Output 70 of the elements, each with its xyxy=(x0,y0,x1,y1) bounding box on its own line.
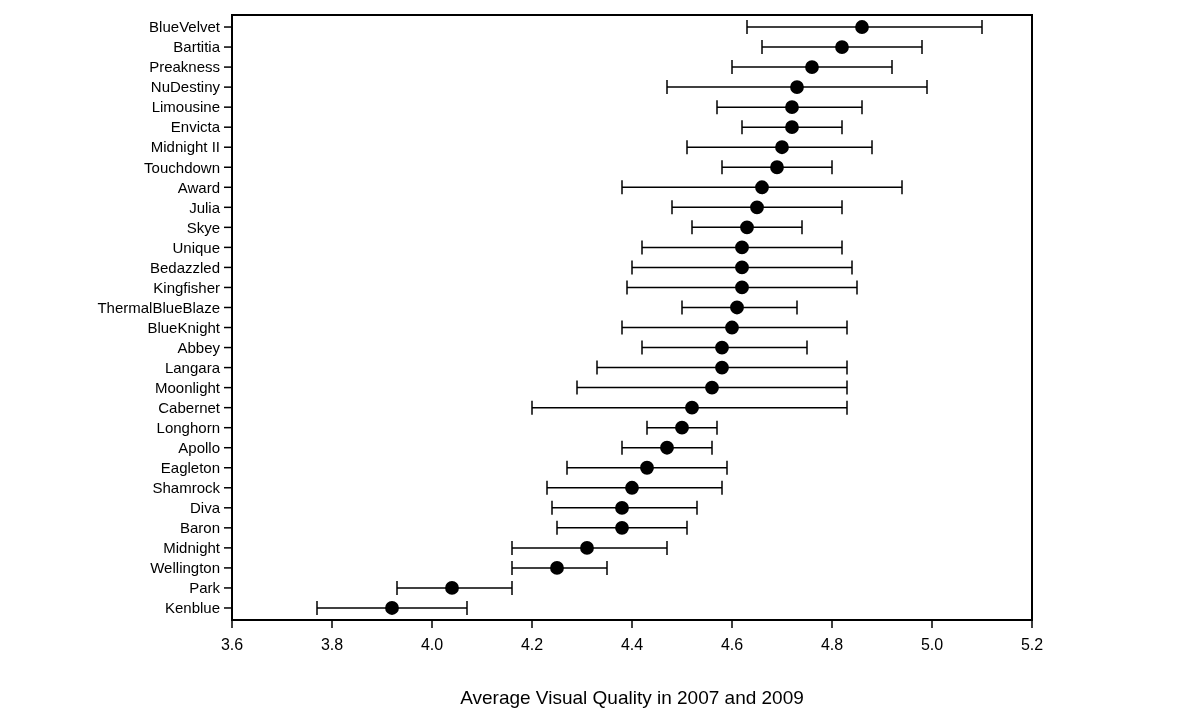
x-tick-label: 4.6 xyxy=(720,636,744,653)
point xyxy=(685,400,699,415)
point xyxy=(640,460,654,475)
y-tick-label: Bedazzled xyxy=(149,258,220,276)
y-tick-label: Apollo xyxy=(178,438,220,456)
y-tick-label: Moonlight xyxy=(154,378,221,396)
x-tick-label: 5.0 xyxy=(920,636,944,653)
y-tick-label: Preakness xyxy=(149,58,220,76)
point xyxy=(835,40,849,54)
y-tick-label: Park xyxy=(189,579,221,597)
point xyxy=(730,300,744,315)
y-tick-label: Diva xyxy=(189,499,221,517)
point xyxy=(750,200,764,215)
y-tick-label: Langara xyxy=(164,358,221,376)
point xyxy=(805,60,819,74)
y-tick-label: Julia xyxy=(189,198,221,216)
point xyxy=(445,581,459,595)
point xyxy=(385,601,399,615)
x-tick-label: 4.4 xyxy=(620,636,644,653)
point xyxy=(740,220,754,235)
point xyxy=(735,280,749,295)
y-tick-label: Kenblue xyxy=(164,599,220,617)
point xyxy=(735,240,749,255)
point xyxy=(755,180,769,195)
y-tick-label: Skye xyxy=(186,218,220,236)
y-tick-label: BlueVelvet xyxy=(149,18,221,36)
point xyxy=(615,520,629,535)
point xyxy=(625,480,639,495)
point xyxy=(790,80,804,95)
y-tick-label: Midnight xyxy=(163,539,221,557)
y-tick-label: Abbey xyxy=(177,338,221,356)
y-tick-label: Bartitia xyxy=(173,38,221,56)
point xyxy=(715,340,729,355)
point xyxy=(660,440,674,455)
x-tick-label: 3.6 xyxy=(220,636,244,653)
point xyxy=(580,540,594,555)
point xyxy=(770,160,784,175)
y-tick-label: Limousine xyxy=(151,98,220,116)
point xyxy=(715,360,729,375)
x-tick-label: 3.8 xyxy=(320,636,344,653)
point xyxy=(705,380,719,395)
y-tick-label: Longhorn xyxy=(156,418,220,436)
x-axis-title: Average Visual Quality in 2007 and 2009 xyxy=(460,687,804,708)
y-tick-label: Shamrock xyxy=(152,479,221,497)
x-tick-label: 4.2 xyxy=(520,636,544,653)
x-tick-label: 4.0 xyxy=(420,636,444,653)
y-tick-label: ThermalBlueBlaze xyxy=(97,298,220,316)
y-tick-label: Wellington xyxy=(150,559,220,577)
point xyxy=(775,140,789,155)
y-tick-label: Baron xyxy=(179,519,220,537)
y-tick-label: BlueKnight xyxy=(147,318,221,336)
y-tick-label: Unique xyxy=(172,238,220,256)
point xyxy=(735,260,749,275)
y-tick-label: Award xyxy=(177,178,220,196)
point xyxy=(725,320,739,335)
point xyxy=(675,420,689,435)
y-tick-label: Eagleton xyxy=(160,459,220,476)
point xyxy=(615,500,629,515)
y-tick-label: Cabernet xyxy=(158,398,221,416)
point xyxy=(855,20,869,34)
x-tick-label: 4.8 xyxy=(820,636,844,653)
y-tick-label: Midnight II xyxy=(150,138,220,156)
x-tick-label: 5.2 xyxy=(1020,636,1044,653)
point xyxy=(785,100,799,115)
point xyxy=(785,120,799,135)
point xyxy=(550,561,564,575)
y-tick-label: Touchdown xyxy=(144,158,220,176)
y-tick-label: Envicta xyxy=(170,118,221,136)
y-tick-label: NuDestiny xyxy=(150,78,221,96)
y-tick-label: Kingfisher xyxy=(153,278,220,296)
